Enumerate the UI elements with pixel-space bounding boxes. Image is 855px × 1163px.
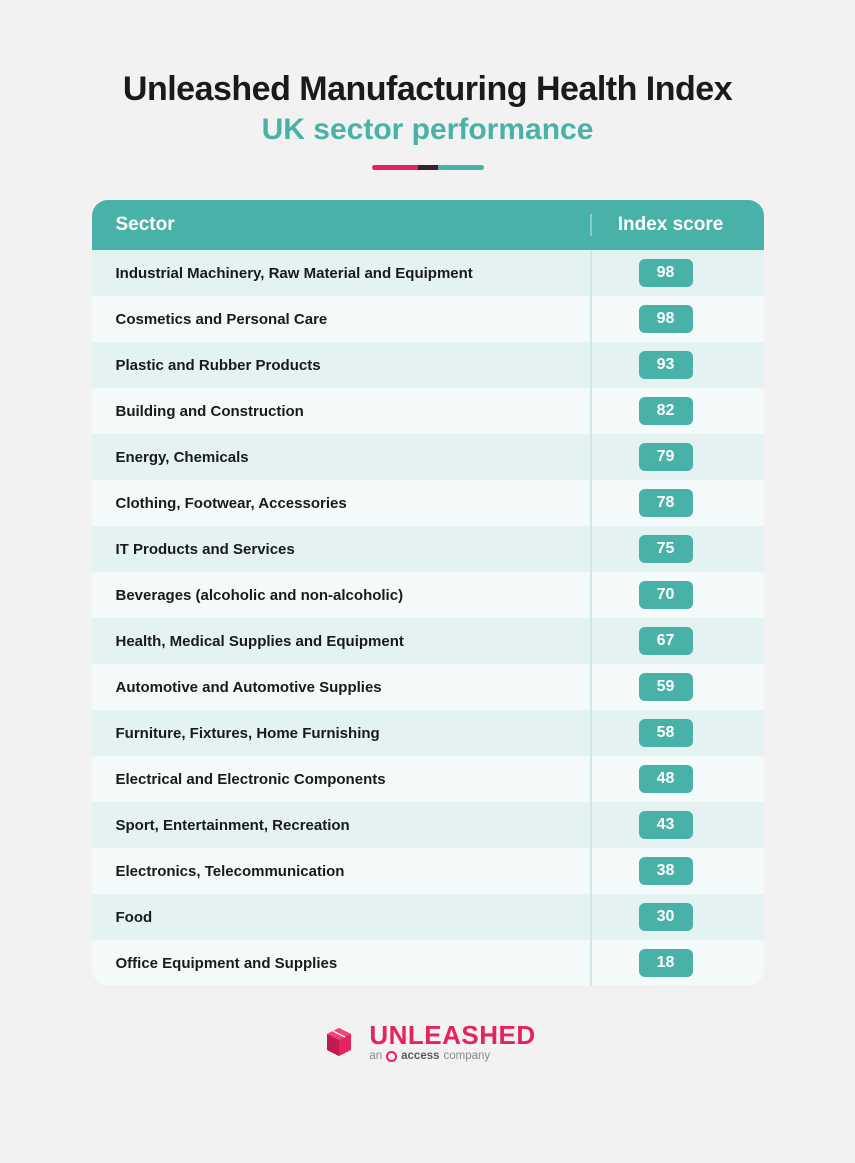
table-body: Industrial Machinery, Raw Material and E… xyxy=(92,250,764,986)
score-cell: 43 xyxy=(590,802,740,848)
score-cell: 98 xyxy=(590,250,740,296)
sector-label: Cosmetics and Personal Care xyxy=(116,311,580,328)
table-row: Health, Medical Supplies and Equipment 67 xyxy=(92,618,764,664)
score-cell: 93 xyxy=(590,342,740,388)
page-title: Unleashed Manufacturing Health Index xyxy=(123,70,732,109)
table-row: Cosmetics and Personal Care 98 xyxy=(92,296,764,342)
score-badge: 79 xyxy=(639,443,693,471)
sector-label: Clothing, Footwear, Accessories xyxy=(116,495,580,512)
table-row: Electronics, Telecommunication 38 xyxy=(92,848,764,894)
score-badge: 18 xyxy=(639,949,693,977)
score-cell: 98 xyxy=(590,296,740,342)
score-badge: 78 xyxy=(639,489,693,517)
sector-label: Energy, Chemicals xyxy=(116,449,580,466)
table-row: Plastic and Rubber Products 93 xyxy=(92,342,764,388)
tagline-company: company xyxy=(444,1051,491,1063)
score-badge: 82 xyxy=(639,397,693,425)
table-row: Industrial Machinery, Raw Material and E… xyxy=(92,250,764,296)
sector-label: Office Equipment and Supplies xyxy=(116,955,580,972)
sector-label: Beverages (alcoholic and non-alcoholic) xyxy=(116,587,580,604)
table-row: Clothing, Footwear, Accessories 78 xyxy=(92,480,764,526)
logo-text: UNLEASHED an access company xyxy=(369,1022,535,1063)
score-badge: 48 xyxy=(639,765,693,793)
table-row: Automotive and Automotive Supplies 59 xyxy=(92,664,764,710)
sector-table: Sector Index score Industrial Machinery,… xyxy=(92,200,764,986)
table-header: Sector Index score xyxy=(92,200,764,250)
score-badge: 58 xyxy=(639,719,693,747)
table-row: Building and Construction 82 xyxy=(92,388,764,434)
score-cell: 38 xyxy=(590,848,740,894)
footer-logo: UNLEASHED an access company xyxy=(319,1022,535,1063)
sector-label: Food xyxy=(116,909,580,926)
column-sector: Sector xyxy=(116,214,580,236)
score-badge: 43 xyxy=(639,811,693,839)
sector-label: Sport, Entertainment, Recreation xyxy=(116,817,580,834)
sector-label: Building and Construction xyxy=(116,403,580,420)
sector-label: Industrial Machinery, Raw Material and E… xyxy=(116,265,580,282)
score-cell: 78 xyxy=(590,480,740,526)
sector-label: Electrical and Electronic Components xyxy=(116,771,580,788)
score-cell: 75 xyxy=(590,526,740,572)
table-row: IT Products and Services 75 xyxy=(92,526,764,572)
sector-label: Automotive and Automotive Supplies xyxy=(116,679,580,696)
score-badge: 38 xyxy=(639,857,693,885)
box-icon xyxy=(319,1022,359,1062)
sector-label: Health, Medical Supplies and Equipment xyxy=(116,633,580,650)
score-cell: 67 xyxy=(590,618,740,664)
score-cell: 79 xyxy=(590,434,740,480)
column-score: Index score xyxy=(590,214,740,236)
ring-icon xyxy=(386,1051,397,1062)
score-badge: 30 xyxy=(639,903,693,931)
tagline-access: access xyxy=(401,1051,439,1063)
brand-tagline: an access company xyxy=(369,1051,535,1063)
page: Unleashed Manufacturing Health Index UK … xyxy=(0,0,855,1163)
score-cell: 82 xyxy=(590,388,740,434)
tagline-an: an xyxy=(369,1051,382,1063)
sector-label: Plastic and Rubber Products xyxy=(116,357,580,374)
table-row: Sport, Entertainment, Recreation 43 xyxy=(92,802,764,848)
table-row: Food 30 xyxy=(92,894,764,940)
score-cell: 30 xyxy=(590,894,740,940)
score-cell: 58 xyxy=(590,710,740,756)
brand-name: UNLEASHED xyxy=(369,1022,535,1048)
score-cell: 48 xyxy=(590,756,740,802)
score-cell: 70 xyxy=(590,572,740,618)
score-badge: 67 xyxy=(639,627,693,655)
page-subtitle: UK sector performance xyxy=(262,113,594,147)
score-badge: 75 xyxy=(639,535,693,563)
score-badge: 98 xyxy=(639,259,693,287)
table-row: Beverages (alcoholic and non-alcoholic) 7… xyxy=(92,572,764,618)
score-badge: 93 xyxy=(639,351,693,379)
divider-accent xyxy=(372,165,484,170)
score-cell: 18 xyxy=(590,940,740,986)
table-row: Furniture, Fixtures, Home Furnishing 58 xyxy=(92,710,764,756)
sector-label: Electronics, Telecommunication xyxy=(116,863,580,880)
score-badge: 70 xyxy=(639,581,693,609)
sector-label: Furniture, Fixtures, Home Furnishing xyxy=(116,725,580,742)
score-badge: 98 xyxy=(639,305,693,333)
sector-label: IT Products and Services xyxy=(116,541,580,558)
table-row: Office Equipment and Supplies 18 xyxy=(92,940,764,986)
table-row: Energy, Chemicals 79 xyxy=(92,434,764,480)
table-row: Electrical and Electronic Components 48 xyxy=(92,756,764,802)
score-badge: 59 xyxy=(639,673,693,701)
score-cell: 59 xyxy=(590,664,740,710)
